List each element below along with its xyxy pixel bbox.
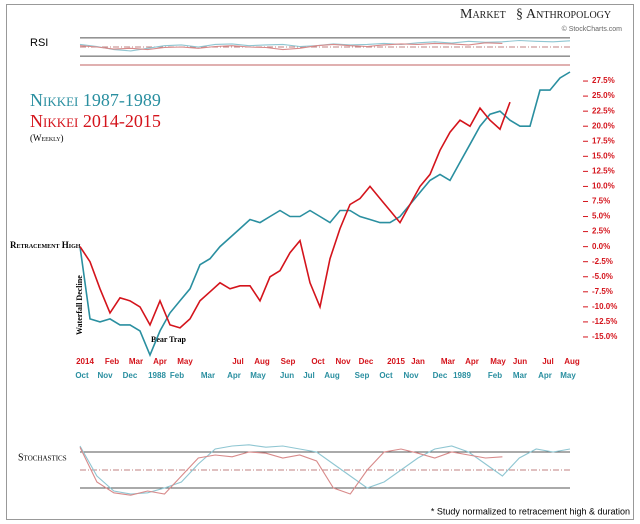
x-tick-label: Nov bbox=[403, 371, 419, 380]
y-tick-label: 10.0% bbox=[592, 182, 615, 191]
x-tick-label: Apr bbox=[153, 357, 167, 366]
logo-icon: § bbox=[516, 7, 523, 22]
x-tick-label: Dec bbox=[123, 371, 138, 380]
x-tick-label: Jul bbox=[303, 371, 315, 380]
x-tick-label: Jun bbox=[513, 357, 527, 366]
y-tick-label: 15.0% bbox=[592, 151, 615, 160]
x-tick-label: Feb bbox=[488, 371, 502, 380]
annotation: Retracement High bbox=[10, 240, 81, 250]
logo-left: Market bbox=[460, 7, 506, 22]
x-tick-label: 1989 bbox=[453, 371, 471, 380]
x-tick-label: May bbox=[177, 357, 193, 366]
x-tick-label: Aug bbox=[254, 357, 270, 366]
series-line bbox=[79, 71, 571, 358]
x-tick-label: Oct bbox=[311, 357, 325, 366]
y-tick-label: 17.5% bbox=[592, 136, 615, 145]
y-tick-label: -10.0% bbox=[592, 302, 617, 311]
x-tick-label: Apr bbox=[227, 371, 241, 380]
x-tick-label: Apr bbox=[538, 371, 552, 380]
y-tick-label: 27.5% bbox=[592, 76, 615, 85]
x-tick-label: Oct bbox=[75, 371, 89, 380]
stoch-title: Stochastics bbox=[18, 452, 67, 463]
x-tick-label: Aug bbox=[564, 357, 580, 366]
legend-teal: Nikkei 1987-1989 bbox=[30, 90, 161, 110]
x-tick-label: 2015 bbox=[387, 357, 405, 366]
frame bbox=[6, 4, 634, 520]
x-tick-label: Nov bbox=[335, 357, 351, 366]
series-line bbox=[79, 446, 503, 496]
annotation: Waterfall Decline bbox=[75, 275, 84, 335]
y-tick-label: -2.5% bbox=[592, 257, 613, 266]
x-tick-label: Jun bbox=[280, 371, 294, 380]
x-tick-label: Jul bbox=[542, 357, 554, 366]
x-tick-label: Mar bbox=[129, 357, 143, 366]
y-tick-label: 2.5% bbox=[592, 227, 610, 236]
x-tick-label: May bbox=[490, 357, 506, 366]
series-line bbox=[79, 101, 511, 329]
y-tick-label: -12.5% bbox=[592, 317, 617, 326]
x-tick-label: 2014 bbox=[76, 357, 94, 366]
y-tick-label: 20.0% bbox=[592, 121, 615, 130]
y-tick-label: 5.0% bbox=[592, 212, 610, 221]
x-tick-label: Mar bbox=[513, 371, 527, 380]
x-tick-label: Dec bbox=[433, 371, 448, 380]
x-tick-label: May bbox=[560, 371, 576, 380]
x-tick-label: Sep bbox=[281, 357, 296, 366]
y-tick-label: 0.0% bbox=[592, 242, 610, 251]
y-tick-label: 12.5% bbox=[592, 166, 615, 175]
x-tick-label: Apr bbox=[465, 357, 479, 366]
x-tick-label: Nov bbox=[97, 371, 113, 380]
series-line bbox=[79, 444, 571, 495]
x-tick-label: Oct bbox=[379, 371, 393, 380]
y-tick-label: 25.0% bbox=[592, 91, 615, 100]
y-tick-label: -7.5% bbox=[592, 287, 613, 296]
x-tick-label: Dec bbox=[359, 357, 374, 366]
x-tick-label: May bbox=[250, 371, 266, 380]
note: (Weekly) bbox=[30, 133, 64, 143]
x-tick-label: Aug bbox=[324, 371, 340, 380]
x-tick-label: Jul bbox=[232, 357, 244, 366]
y-tick-label: 7.5% bbox=[592, 197, 610, 206]
x-tick-label: 1988 bbox=[148, 371, 166, 380]
legend-red: Nikkei 2014-2015 bbox=[30, 111, 161, 131]
footnote: * Study normalized to retracement high &… bbox=[431, 506, 630, 516]
x-tick-label: Sep bbox=[355, 371, 370, 380]
y-tick-label: 22.5% bbox=[592, 106, 615, 115]
series-line bbox=[79, 42, 503, 51]
y-tick-label: -5.0% bbox=[592, 272, 613, 281]
rsi-title: RSI bbox=[30, 37, 48, 49]
x-tick-label: Mar bbox=[441, 357, 455, 366]
x-tick-label: Mar bbox=[201, 371, 215, 380]
x-tick-label: Jan bbox=[411, 357, 425, 366]
x-tick-label: Feb bbox=[105, 357, 119, 366]
x-tick-label: Feb bbox=[170, 371, 184, 380]
y-tick-label: -15.0% bbox=[592, 332, 617, 341]
source: © StockCharts.com bbox=[562, 25, 623, 33]
annotation: Bear Trap bbox=[151, 335, 186, 344]
logo-right: Anthropology bbox=[526, 7, 611, 22]
